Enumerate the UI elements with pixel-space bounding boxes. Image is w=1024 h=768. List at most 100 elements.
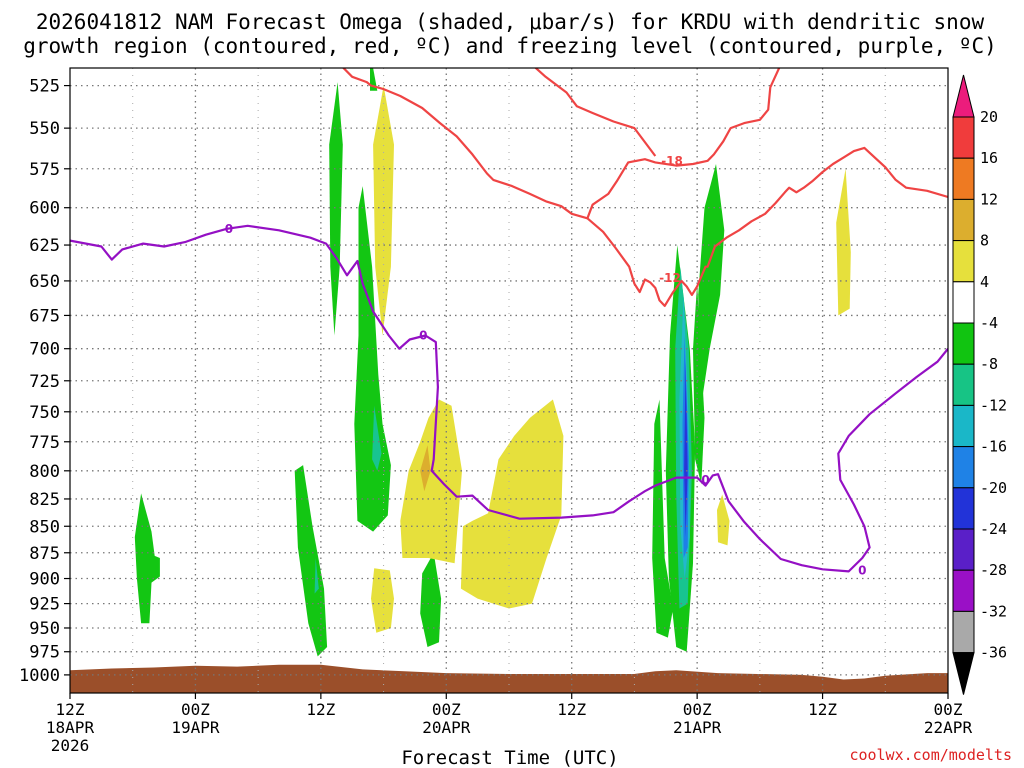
x-tick-label-12-1: 19APR — [171, 718, 220, 737]
omega-area-15 — [684, 361, 688, 537]
omega-area-18 — [460, 399, 564, 609]
colorbar-label-4: 4 — [980, 273, 989, 291]
chart-title-line2: growth region (contoured, red, ºC) and f… — [23, 34, 997, 58]
pressure-axis: 525 550 575 600 625 650 675 700 725 750 775 800 825 8… — [19, 77, 70, 686]
colorbar-segment-5 — [952, 281, 975, 324]
omega-area-22 — [836, 168, 851, 316]
y-tick-label-875: 875 — [29, 544, 60, 564]
y-tick-label-950: 950 — [29, 619, 60, 639]
colorbar-segment-2 — [952, 157, 975, 200]
colorbar-segment-1 — [952, 116, 975, 159]
omega-area-11 — [372, 405, 382, 471]
colorbar-label-7: -12 — [980, 396, 1007, 414]
freezing-label-d: 0 — [858, 563, 866, 577]
colorbar-segment-8 — [952, 404, 975, 448]
freezing-label-b: 0 — [419, 329, 427, 343]
colorbar-top-triangle — [952, 74, 975, 118]
colorbar-segment-7 — [952, 363, 975, 406]
colorbar-segment-6 — [952, 322, 975, 365]
plot-area: 0 0 0 0 -18 -12 — [70, 68, 948, 693]
y-tick-label-700: 700 — [29, 340, 60, 360]
y-tick-label-650: 650 — [29, 272, 60, 292]
y-tick-label-900: 900 — [29, 570, 60, 590]
colorbar-label-13: -36 — [980, 644, 1007, 662]
dgz-minus12-label: -12 — [659, 271, 681, 285]
omega-area-2 — [329, 82, 343, 336]
colorbar-label-2: 12 — [980, 190, 998, 208]
omega-colorbar: 20 16 12 8 4 -4 -8 -12 -16 -20 -24 -28 -32 -36 — [952, 74, 1007, 695]
x-tick-label-36-0: 00Z — [432, 700, 461, 719]
credit-text[interactable]: coolwx.com/modelts — [849, 746, 1012, 764]
colorbar-segment-3 — [952, 198, 975, 242]
y-tick-label-825: 825 — [29, 490, 60, 510]
omega-area-16 — [400, 399, 462, 564]
omega-area-23 — [420, 445, 431, 492]
x-tick-label-24-0: 12Z — [306, 700, 335, 719]
omega-area-5 — [420, 552, 442, 647]
omega-area-3 — [354, 186, 391, 532]
omega-area-21 — [717, 494, 730, 546]
colorbar-segment-13 — [952, 610, 975, 654]
y-tick-label-800: 800 — [29, 462, 60, 482]
y-tick-label-725: 725 — [29, 372, 60, 392]
chart-title-line1: 2026041812 NAM Forecast Omega (shaded, μ… — [36, 10, 985, 34]
omega-area-9 — [698, 164, 725, 412]
y-tick-label-550: 550 — [29, 119, 60, 139]
colorbar-segment-10 — [952, 487, 975, 530]
y-tick-label-675: 675 — [29, 306, 60, 326]
y-tick-label-575: 575 — [29, 160, 60, 180]
x-tick-label-36-1: 20APR — [422, 718, 471, 737]
x-tick-label-0-1: 18APR — [46, 718, 95, 737]
freezing-label-c: 0 — [701, 473, 709, 487]
colorbar-label-6: -8 — [980, 355, 998, 373]
colorbar-label-8: -16 — [980, 438, 1007, 456]
x-tick-label-60-1: 21APR — [673, 718, 722, 737]
colorbar-segment-4 — [952, 240, 975, 283]
y-tick-label-750: 750 — [29, 403, 60, 423]
x-tick-label-60-0: 00Z — [683, 700, 712, 719]
colorbar-segment-9 — [952, 446, 975, 489]
colorbar-label-0: 20 — [980, 108, 998, 126]
y-tick-label-625: 625 — [29, 236, 60, 256]
dgz-minus12-contour — [586, 146, 948, 307]
colorbar-label-5: -4 — [980, 314, 998, 332]
x-tick-label-12-0: 00Z — [181, 700, 210, 719]
freezing-label-a: 0 — [225, 222, 233, 236]
y-tick-label-850: 850 — [29, 517, 60, 537]
colorbar-label-9: -20 — [980, 479, 1007, 497]
dgz-minus18-label: -18 — [661, 154, 683, 168]
terrain-mask — [70, 664, 948, 693]
x-tick-label-72-0: 12Z — [808, 700, 837, 719]
grid-lines — [70, 68, 948, 693]
x-tick-label-84-1: 22APR — [924, 718, 973, 737]
dgz-minus18-upper-contour — [534, 68, 657, 157]
omega-area-1 — [294, 465, 328, 657]
omega-area-20 — [373, 85, 394, 336]
y-tick-label-600: 600 — [29, 199, 60, 219]
x-tick-label-84-0: 00Z — [934, 700, 963, 719]
colorbar-bottom-triangle — [952, 652, 975, 695]
omega-shading — [134, 68, 851, 657]
y-tick-label-975: 975 — [29, 643, 60, 663]
y-tick-label-525: 525 — [29, 77, 60, 97]
omega-area-8 — [693, 283, 705, 485]
y-tick-label-1000: 1000 — [19, 666, 60, 686]
colorbar-segment-12 — [952, 569, 975, 612]
y-tick-label-925: 925 — [29, 595, 60, 615]
omega-area-6 — [652, 399, 674, 638]
x-tick-label-48-0: 12Z — [557, 700, 586, 719]
x-tick-label-0-0: 12Z — [56, 700, 85, 719]
colorbar-label-3: 8 — [980, 232, 989, 250]
terrain-polygon — [70, 664, 948, 693]
colorbar-segment-11 — [952, 528, 975, 571]
colorbar-label-10: -24 — [980, 520, 1007, 538]
y-tick-label-775: 775 — [29, 433, 60, 453]
x-axis-title: Forecast Time (UTC) — [401, 747, 618, 768]
freezing-level-contour — [70, 224, 948, 573]
x-tick-label-0-2: 2026 — [51, 736, 90, 755]
omega-area-0 — [134, 493, 160, 624]
colorbar-label-1: 16 — [980, 149, 998, 167]
contour-lines: 0 0 0 0 -18 -12 — [70, 68, 948, 577]
